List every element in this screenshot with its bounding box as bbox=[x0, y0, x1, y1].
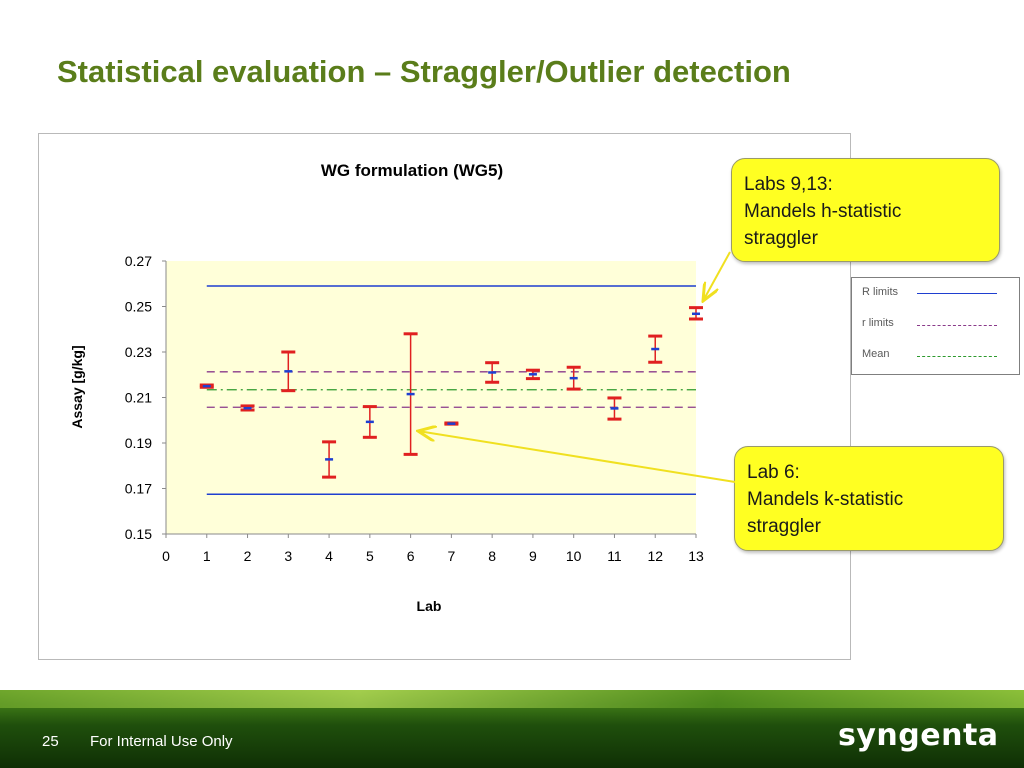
x-tick-label: 8 bbox=[488, 548, 496, 564]
x-tick-label: 0 bbox=[162, 548, 170, 564]
callout-line: Lab 6: bbox=[747, 462, 800, 483]
footer-highlight bbox=[0, 690, 1024, 708]
y-tick-label: 0.23 bbox=[125, 344, 152, 360]
callout-line: straggler bbox=[747, 516, 821, 537]
x-tick-label: 13 bbox=[688, 548, 704, 564]
callout-k-statistic: Lab 6: Mandels k-statistic straggler bbox=[734, 446, 1004, 551]
plot-area: 0.150.170.190.210.230.250.270 1 2 3 4 5 6 7 8 9 10… bbox=[125, 253, 704, 564]
y-tick-label: 0.25 bbox=[125, 299, 152, 315]
legend-swatch-mean bbox=[917, 356, 997, 357]
callout-line: Mandels h-statistic bbox=[744, 201, 902, 222]
x-tick-label: 6 bbox=[407, 548, 415, 564]
y-tick-label: 0.15 bbox=[125, 526, 152, 542]
chart-title: WG formulation (WG5) bbox=[321, 161, 503, 180]
legend-swatch-R-limits bbox=[917, 293, 997, 294]
x-tick-label: 10 bbox=[566, 548, 582, 564]
x-tick-label: 9 bbox=[529, 548, 537, 564]
y-tick-label: 0.17 bbox=[125, 481, 152, 497]
x-tick-label: 3 bbox=[284, 548, 292, 564]
footer-bar: 25 For Internal Use Only syngenta bbox=[0, 690, 1024, 768]
slide-title: Statistical evaluation – Straggler/Outli… bbox=[57, 54, 791, 89]
x-tick-label: 1 bbox=[203, 548, 211, 564]
legend-swatch-r-limits bbox=[917, 325, 997, 326]
callout-line: Labs 9,13: bbox=[744, 174, 833, 195]
x-tick-label: 11 bbox=[607, 548, 622, 564]
y-axis-label: Assay [g/kg] bbox=[69, 345, 85, 428]
x-tick-label: 2 bbox=[244, 548, 252, 564]
brand-logo: syngenta bbox=[838, 718, 999, 753]
chart-legend: R limits r limits Mean bbox=[851, 277, 1020, 375]
callout-line: Mandels k-statistic bbox=[747, 489, 904, 510]
chart-frame: WG formulation (WG5) Assay [g/kg] Lab 0.… bbox=[38, 133, 851, 660]
y-tick-label: 0.19 bbox=[125, 435, 152, 451]
legend-label-r-limits: r limits bbox=[862, 317, 894, 329]
callout-line: straggler bbox=[744, 228, 818, 249]
callout-h-statistic: Labs 9,13: Mandels h-statistic straggler bbox=[731, 158, 1000, 262]
x-tick-label: 4 bbox=[325, 548, 333, 564]
legend-label-r-limits-upper: R limits bbox=[862, 286, 899, 298]
footer-note: For Internal Use Only bbox=[90, 733, 233, 750]
x-axis-label: Lab bbox=[417, 598, 442, 614]
chart-svg: WG formulation (WG5) Assay [g/kg] Lab 0.… bbox=[69, 161, 704, 614]
legend-label-mean: Mean bbox=[862, 348, 890, 360]
x-tick-label: 5 bbox=[366, 548, 374, 564]
y-tick-label: 0.21 bbox=[125, 390, 152, 406]
y-tick-label: 0.27 bbox=[125, 253, 152, 269]
x-tick-label: 7 bbox=[447, 548, 455, 564]
page-number: 25 bbox=[42, 733, 59, 750]
x-tick-label: 12 bbox=[647, 548, 663, 564]
